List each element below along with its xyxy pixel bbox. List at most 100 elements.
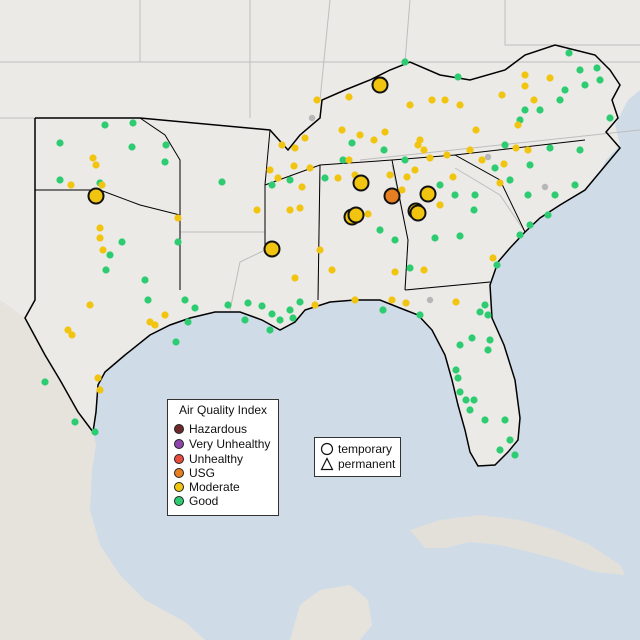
- station-dot: [338, 126, 346, 134]
- station-dot: [454, 374, 462, 382]
- station-dot: [266, 326, 274, 334]
- station-dot: [376, 226, 384, 234]
- station-dot: [576, 146, 584, 154]
- station-dot: [68, 331, 76, 339]
- station-dot: [334, 174, 342, 182]
- station-dot: [172, 338, 180, 346]
- legend-item-usg: USG: [174, 466, 215, 480]
- station-dot: [289, 314, 297, 322]
- aqi-legend: Air Quality Index Hazardous Very Unhealt…: [167, 399, 279, 516]
- station-dot: [86, 301, 94, 309]
- station-dot: [161, 158, 169, 166]
- station-dot: [301, 134, 309, 142]
- station-dot: [524, 146, 532, 154]
- station-dot: [64, 326, 72, 334]
- station-dot: [286, 206, 294, 214]
- station-dot: [291, 274, 299, 282]
- station-dot: [470, 396, 478, 404]
- station-dot: [478, 156, 486, 164]
- station-dot: [241, 316, 249, 324]
- station-dot: [516, 231, 524, 239]
- station-dot: [308, 114, 316, 122]
- station-dot: [441, 96, 449, 104]
- station-dot: [493, 261, 501, 269]
- station-dot: [514, 121, 522, 129]
- station-dot: [541, 183, 549, 191]
- station-dot: [174, 238, 182, 246]
- legend-item-moderate: Moderate: [174, 480, 240, 494]
- station-dot: [420, 266, 428, 274]
- legend-item-temporary: temporary: [320, 442, 392, 456]
- station-dot: [561, 86, 569, 94]
- station-dot: [414, 141, 422, 149]
- station-dot: [286, 306, 294, 314]
- station-dot: [311, 301, 319, 309]
- cuba-landmass: [410, 515, 625, 575]
- station-dot: [364, 210, 372, 218]
- station-dot: [431, 234, 439, 242]
- unhealthy-swatch: [174, 454, 184, 464]
- station-dot: [98, 181, 106, 189]
- station-dot: [428, 96, 436, 104]
- station-dot: [468, 334, 476, 342]
- station-dot: [472, 126, 480, 134]
- station-dot: [501, 141, 509, 149]
- station-dot: [313, 96, 321, 104]
- temporary-monitor-marker: [409, 204, 427, 222]
- station-dot: [398, 186, 406, 194]
- good-swatch: [174, 496, 184, 506]
- station-dot: [530, 96, 538, 104]
- station-dot: [56, 139, 64, 147]
- station-dot: [345, 93, 353, 101]
- station-dot: [296, 204, 304, 212]
- station-dot: [596, 76, 604, 84]
- station-dot: [501, 416, 509, 424]
- station-dot: [141, 276, 149, 284]
- station-dot: [402, 299, 410, 307]
- station-dot: [291, 144, 299, 152]
- station-dot: [118, 238, 126, 246]
- station-dot: [571, 181, 579, 189]
- temporary-monitor-marker: [419, 185, 437, 203]
- station-dot: [41, 378, 49, 386]
- station-markers: [41, 49, 614, 459]
- station-dot: [99, 246, 107, 254]
- station-dot: [489, 254, 497, 262]
- station-dot: [345, 156, 353, 164]
- station-dot: [496, 446, 504, 454]
- legend-label: permanent: [338, 457, 396, 471]
- station-dot: [174, 214, 182, 222]
- station-dot: [544, 211, 552, 219]
- circle-icon: [320, 442, 334, 456]
- usg-swatch: [174, 468, 184, 478]
- station-dot: [593, 64, 601, 72]
- station-dot: [128, 143, 136, 151]
- station-dot: [521, 106, 529, 114]
- station-dot: [306, 164, 314, 172]
- station-dot: [161, 311, 169, 319]
- station-dot: [526, 161, 534, 169]
- station-dot: [476, 308, 484, 316]
- station-dot: [218, 178, 226, 186]
- station-dot: [491, 164, 499, 172]
- station-dot: [94, 374, 102, 382]
- station-dot: [470, 206, 478, 214]
- station-dot: [484, 153, 492, 161]
- station-dot: [456, 341, 464, 349]
- station-dot: [96, 234, 104, 242]
- station-dot: [443, 151, 451, 159]
- legend-item-unhealthy: Unhealthy: [174, 452, 243, 466]
- station-dot: [581, 81, 589, 89]
- station-dot: [224, 301, 232, 309]
- station-dot: [184, 318, 192, 326]
- station-dot: [466, 146, 474, 154]
- station-dot: [452, 366, 460, 374]
- monitor-type-legend: temporary permanent: [314, 437, 401, 477]
- station-dot: [380, 146, 388, 154]
- station-dot: [351, 296, 359, 304]
- station-dot: [391, 268, 399, 276]
- station-dot: [244, 299, 252, 307]
- station-dot: [266, 166, 274, 174]
- station-dot: [91, 428, 99, 436]
- station-dot: [401, 58, 409, 66]
